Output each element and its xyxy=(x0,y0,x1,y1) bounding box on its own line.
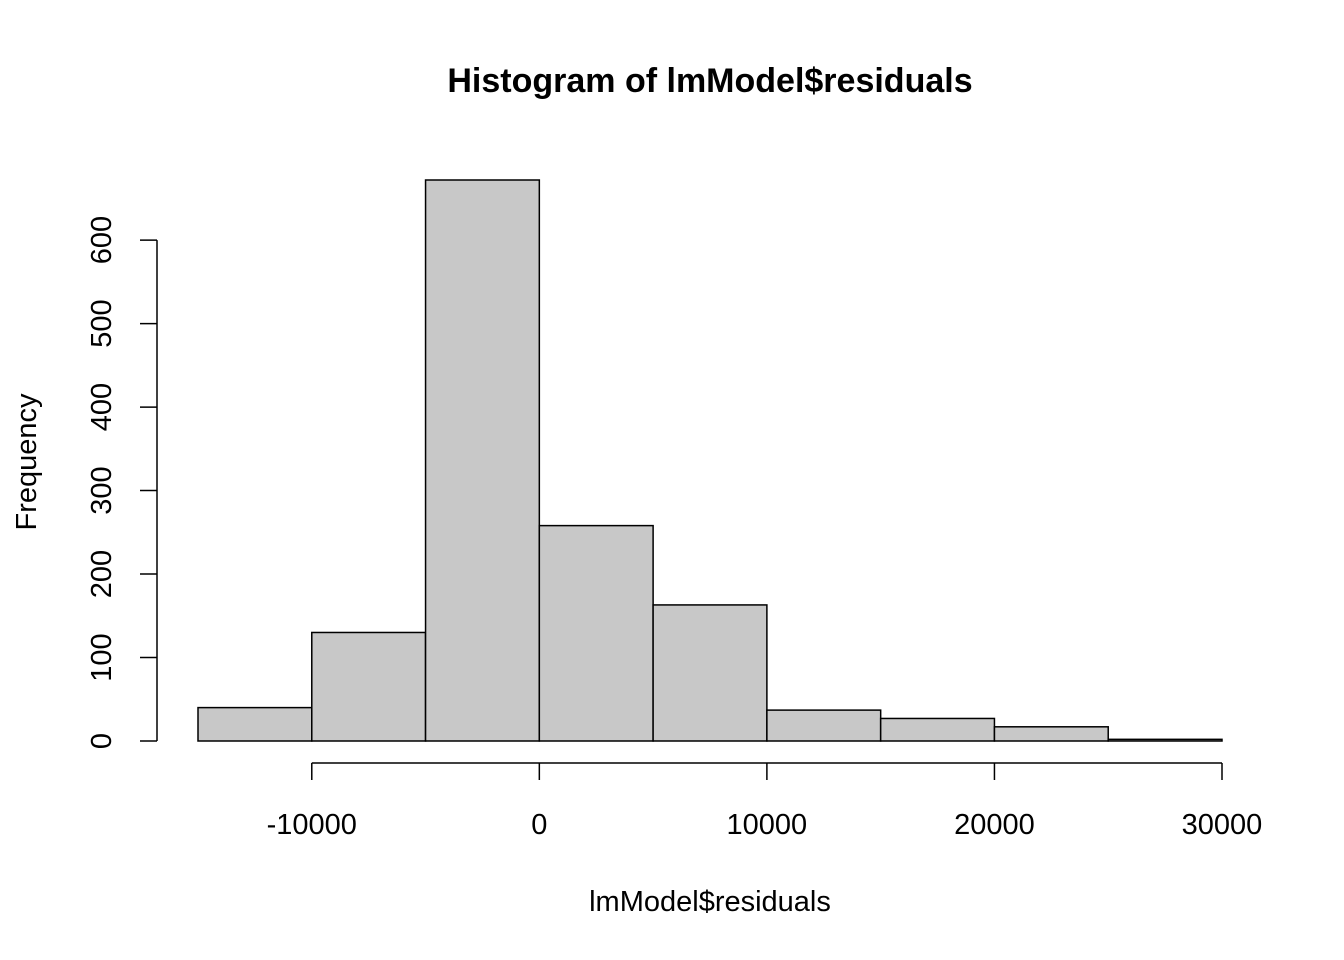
histogram-bar xyxy=(424,179,541,742)
x-tick-label: 30000 xyxy=(1182,809,1263,841)
x-tick-label: 20000 xyxy=(954,809,1035,841)
y-tick-label: 300 xyxy=(86,466,118,514)
x-tick-label: 10000 xyxy=(727,809,808,841)
y-axis: 0 100 200 300 400 500 600 xyxy=(86,216,158,749)
x-axis: -10000 0 10000 20000 30000 xyxy=(267,762,1263,841)
histogram-bar xyxy=(311,631,427,742)
histogram-bar xyxy=(652,604,768,742)
y-tick-label: 0 xyxy=(86,733,118,749)
histogram-bar xyxy=(1107,738,1223,742)
x-tick-label: -10000 xyxy=(267,809,357,841)
y-tick-label: 400 xyxy=(86,383,118,431)
y-tick-label: 600 xyxy=(86,216,118,264)
histogram-bar xyxy=(197,706,313,742)
histogram-bar xyxy=(879,717,996,742)
x-tick-label: 0 xyxy=(531,809,547,841)
chart-title: Histogram of lmModel$residuals xyxy=(447,62,972,100)
x-axis-label: lmModel$residuals xyxy=(589,886,831,918)
y-tick-label: 200 xyxy=(86,550,118,598)
y-tick-label: 500 xyxy=(86,299,118,347)
histogram-bar xyxy=(538,524,654,742)
y-tick-label: 100 xyxy=(86,633,118,681)
y-axis-label: Frequency xyxy=(11,393,43,531)
histogram-bar xyxy=(993,726,1109,742)
bars-group xyxy=(197,179,1223,742)
histogram-bar xyxy=(766,709,882,742)
